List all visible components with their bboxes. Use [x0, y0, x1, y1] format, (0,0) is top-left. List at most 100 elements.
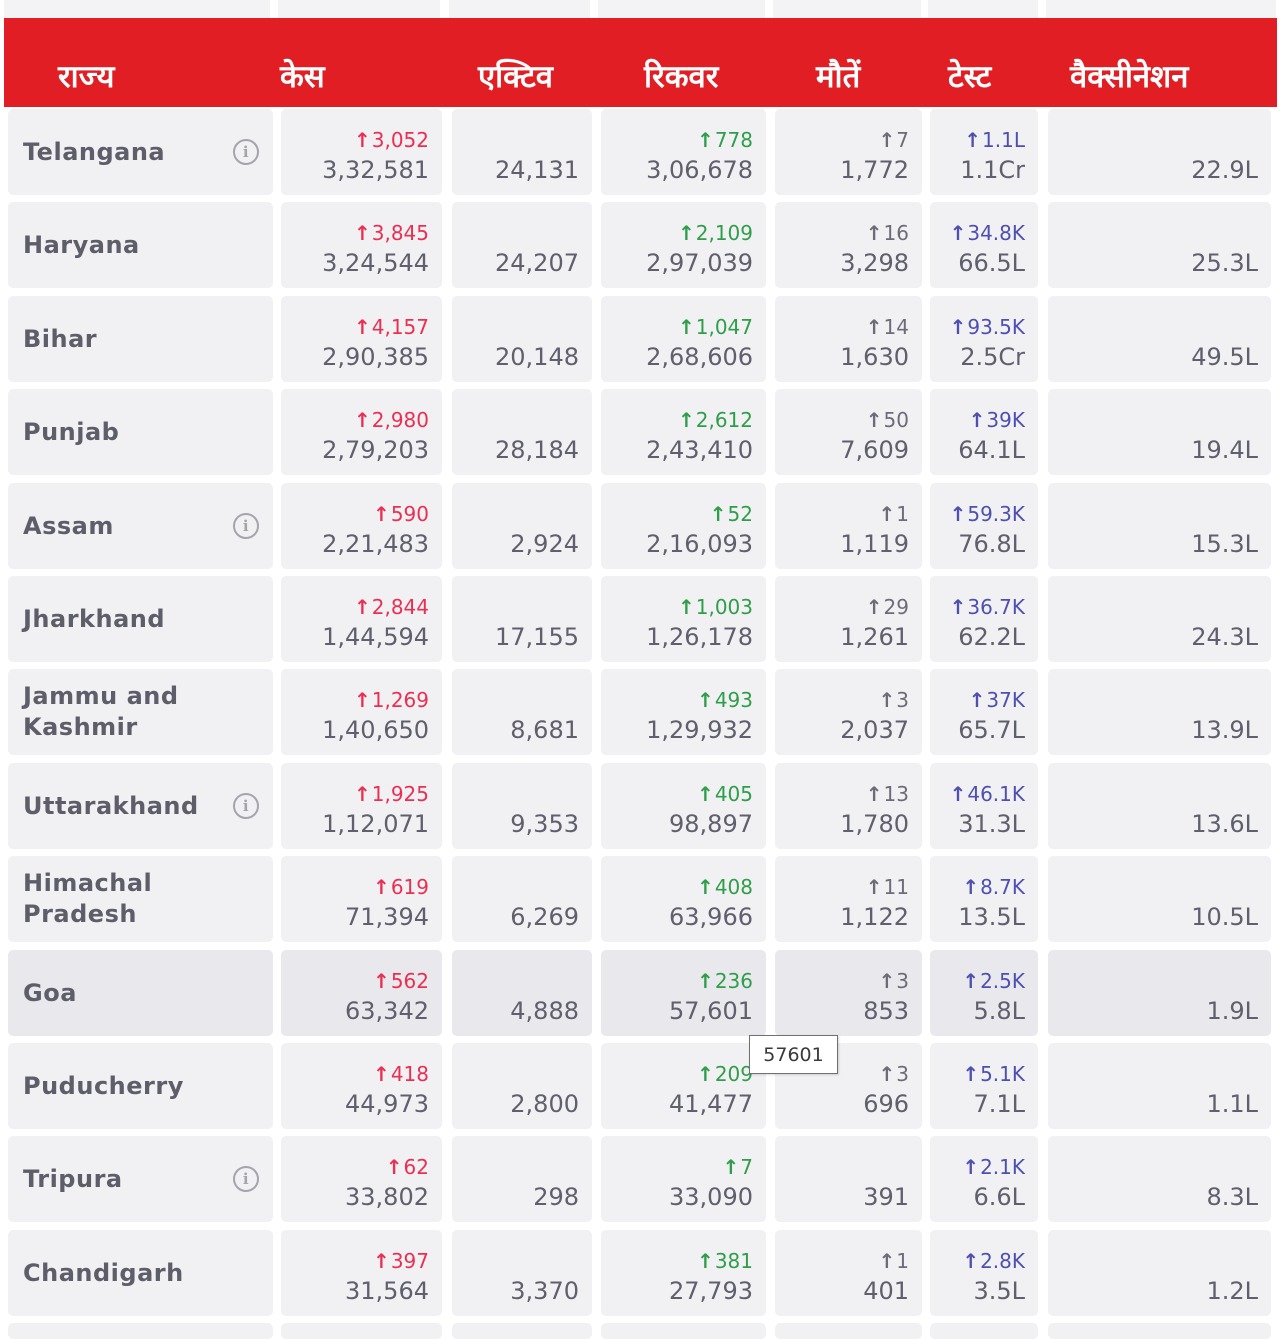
active-value: 3,370: [510, 1277, 579, 1305]
deaths-delta-value: 1: [896, 1249, 909, 1273]
recovered-total: 3,06,678: [646, 156, 753, 184]
deaths-cell: ↑7 1,772: [775, 109, 922, 195]
recovered-cell: ↑405 98,897: [601, 763, 766, 849]
tests-total: 13.5L: [958, 903, 1025, 931]
info-icon[interactable]: i: [233, 139, 259, 165]
deaths-total: 401: [863, 1277, 909, 1305]
state-cell[interactable]: Jammu and Kashmir: [8, 669, 273, 755]
cases-delta: ↑3,845: [354, 221, 429, 245]
up-arrow-icon: ↑: [677, 595, 695, 619]
state-name: Punjab: [23, 417, 120, 446]
deaths-total: 1,772: [840, 156, 909, 184]
state-cell[interactable]: Tripura i: [8, 1136, 273, 1222]
up-arrow-icon: ↑: [697, 782, 714, 806]
up-arrow-icon: ↑: [962, 1062, 980, 1086]
deaths-total: 3,298: [840, 249, 909, 277]
state-cell[interactable]: Telangana i: [8, 109, 273, 195]
cases-delta: ↑2,844: [354, 595, 429, 619]
cases-cell: ↑2,844 1,44,594: [281, 576, 442, 662]
state-name: Tripura: [23, 1164, 123, 1193]
column-header-deaths[interactable]: मौतें: [816, 58, 861, 95]
up-arrow-icon: ↑: [353, 315, 371, 339]
info-icon[interactable]: i: [233, 1166, 259, 1192]
recovered-cell: ↑209 41,477: [601, 1043, 766, 1129]
up-arrow-icon: ↑: [865, 875, 883, 899]
state-cell[interactable]: Puducherry: [8, 1043, 273, 1129]
table-row-partial: [601, 1323, 766, 1339]
deaths-delta-value: 29: [883, 595, 909, 619]
deaths-delta-value: 14: [883, 315, 909, 339]
recovered-total: 57,601: [669, 997, 753, 1025]
up-arrow-icon: ↑: [373, 1249, 390, 1273]
cases-cell: ↑1,269 1,40,650: [281, 669, 442, 755]
column-header-vaccination[interactable]: वैक्सीनेशन: [1070, 58, 1189, 95]
recovered-delta-value: 381: [714, 1249, 753, 1273]
recovered-delta: ↑52: [710, 502, 753, 526]
tests-cell: ↑59.3K 76.8L: [930, 483, 1038, 569]
vaccination-cell: 15.3L: [1048, 483, 1271, 569]
column-header-recovered[interactable]: रिकवर: [644, 58, 719, 95]
deaths-cell: ↑29 1,261: [775, 576, 922, 662]
deaths-cell: ↑14 1,630: [775, 296, 922, 382]
state-name: Bihar: [23, 324, 98, 353]
state-cell[interactable]: Bihar: [8, 296, 273, 382]
header-strip: [1046, 0, 1276, 18]
up-arrow-icon: ↑: [373, 969, 390, 993]
recovered-cell: ↑381 27,793: [601, 1230, 766, 1316]
up-arrow-icon: ↑: [697, 969, 714, 993]
vaccination-value: 24.3L: [1191, 623, 1258, 651]
recovered-total: 2,97,039: [646, 249, 753, 277]
deaths-delta: ↑16: [866, 221, 909, 245]
state-cell[interactable]: Himachal Pradesh: [8, 856, 273, 942]
state-cell[interactable]: Uttarakhand i: [8, 763, 273, 849]
active-cell: 2,800: [452, 1043, 592, 1129]
state-cell[interactable]: Jharkhand: [8, 576, 273, 662]
column-header-state[interactable]: राज्य: [58, 58, 115, 95]
up-arrow-icon: ↑: [949, 221, 967, 245]
info-icon[interactable]: i: [233, 793, 259, 819]
cases-delta: ↑4,157: [354, 315, 429, 339]
vaccination-value: 15.3L: [1191, 530, 1258, 558]
deaths-delta: ↑7: [879, 128, 910, 152]
state-cell[interactable]: Assam i: [8, 483, 273, 569]
recovered-total: 33,090: [669, 1183, 753, 1211]
up-arrow-icon: ↑: [353, 221, 371, 245]
recovered-delta-value: 1,047: [695, 315, 753, 339]
recovered-cell: ↑1,047 2,68,606: [601, 296, 766, 382]
column-header-cases[interactable]: केस: [280, 58, 325, 95]
state-cell[interactable]: Chandigarh: [8, 1230, 273, 1316]
tests-delta-value: 39K: [986, 408, 1025, 432]
up-arrow-icon: ↑: [962, 875, 980, 899]
active-cell: 3,370: [452, 1230, 592, 1316]
deaths-delta-value: 3: [896, 1062, 909, 1086]
column-header-tests[interactable]: टेस्ट: [948, 58, 992, 95]
active-value: 8,681: [510, 716, 579, 744]
up-arrow-icon: ↑: [878, 688, 896, 712]
state-cell[interactable]: Goa: [8, 950, 273, 1036]
up-arrow-icon: ↑: [865, 408, 883, 432]
vaccination-cell: 19.4L: [1048, 389, 1271, 475]
deaths-total: 1,630: [840, 343, 909, 371]
deaths-total: 1,261: [840, 623, 909, 651]
recovered-delta: ↑381: [697, 1249, 753, 1273]
up-arrow-icon: ↑: [968, 408, 986, 432]
state-name: Haryana: [23, 230, 140, 259]
tests-delta-value: 93.5K: [967, 315, 1025, 339]
column-header-active[interactable]: एक्टिव: [478, 58, 553, 95]
recovered-delta: ↑2,109: [678, 221, 753, 245]
up-arrow-icon: ↑: [964, 128, 982, 152]
deaths-delta: ↑29: [866, 595, 909, 619]
cases-delta-value: 397: [390, 1249, 429, 1273]
deaths-cell: ↑50 7,609: [775, 389, 922, 475]
deaths-cell: 391: [775, 1136, 922, 1222]
recovered-cell: ↑1,003 1,26,178: [601, 576, 766, 662]
info-icon[interactable]: i: [233, 513, 259, 539]
recovered-delta-value: 778: [714, 128, 753, 152]
active-value: 2,800: [510, 1090, 579, 1118]
state-cell[interactable]: Punjab: [8, 389, 273, 475]
recovered-cell: ↑2,612 2,43,410: [601, 389, 766, 475]
state-cell[interactable]: Haryana: [8, 202, 273, 288]
cases-total: 1,40,650: [322, 716, 429, 744]
tests-cell: ↑37K 65.7L: [930, 669, 1038, 755]
tests-delta-value: 1.1L: [982, 128, 1025, 152]
